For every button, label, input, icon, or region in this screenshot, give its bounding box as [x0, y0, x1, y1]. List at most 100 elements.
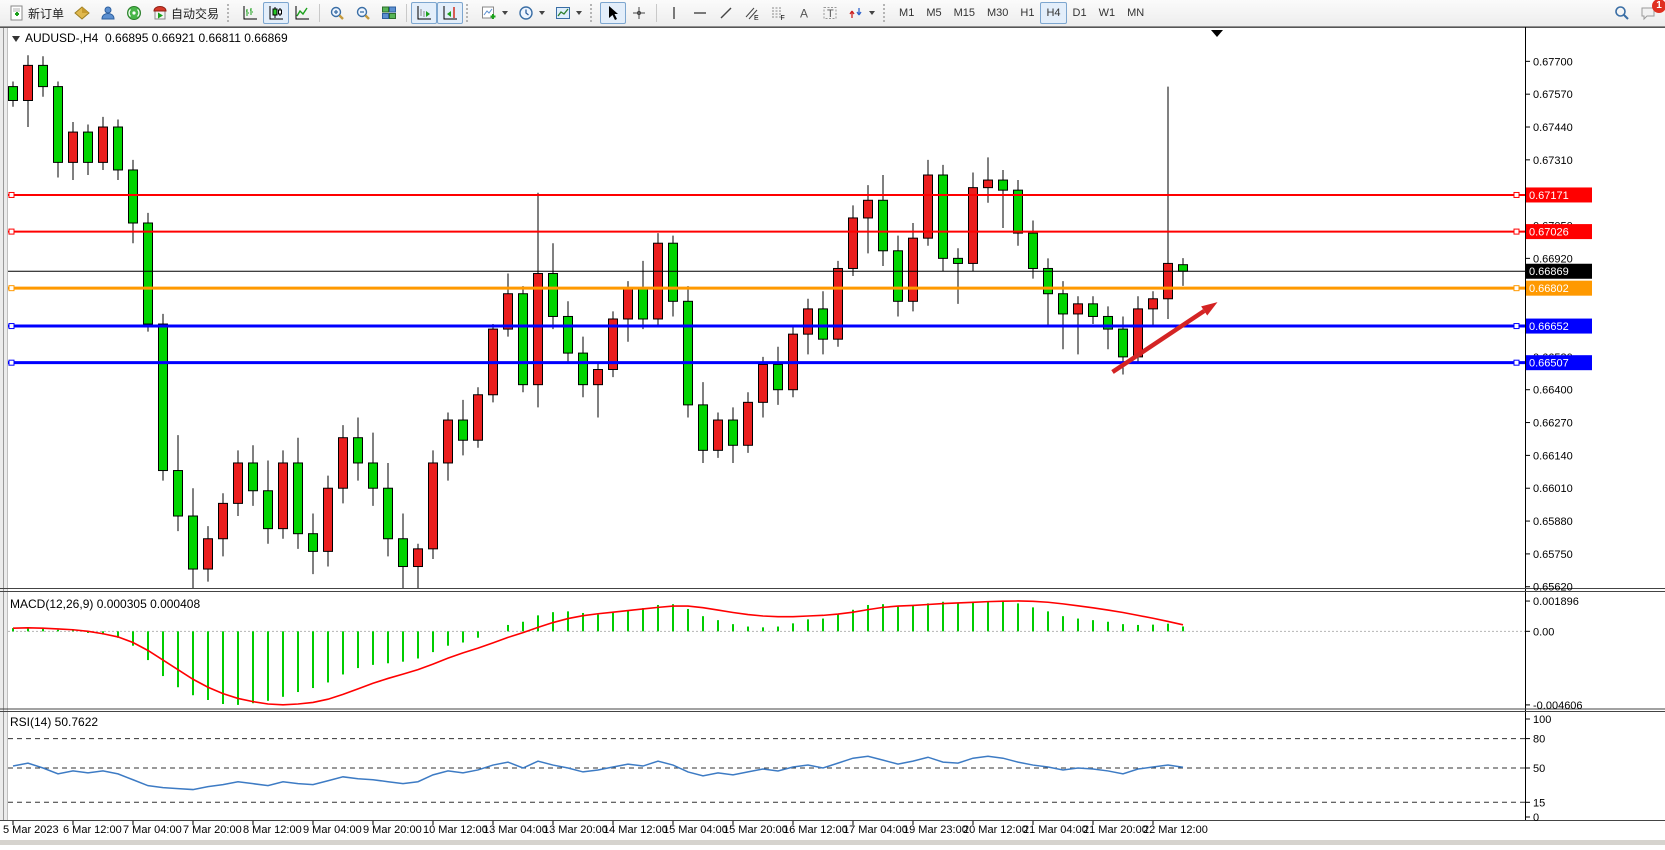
metaeditor-button[interactable] — [69, 2, 95, 24]
svg-text:21 Mar 04:00: 21 Mar 04:00 — [1023, 824, 1088, 836]
timeframe-h1-button[interactable]: H1 — [1020, 7, 1035, 19]
candle-up — [533, 192, 543, 408]
candle-up — [1163, 86, 1173, 319]
vertical-line-tool-button[interactable] — [661, 2, 687, 24]
candle-down — [53, 81, 63, 178]
toolbar-separator — [406, 4, 408, 22]
candle-up — [608, 311, 618, 378]
candle-up — [218, 493, 228, 557]
text-tool-button[interactable]: A — [791, 2, 817, 24]
horizontal-line-tool-button[interactable] — [687, 2, 713, 24]
chart-canvas[interactable]: 0.677000.675700.674400.673100.671800.670… — [0, 27, 1665, 845]
candlestick-chart-icon — [269, 6, 284, 20]
svg-text:0.67440: 0.67440 — [1533, 122, 1573, 134]
zoom-in-button[interactable] — [324, 2, 350, 24]
svg-text:22 Mar 12:00: 22 Mar 12:00 — [1143, 824, 1208, 836]
pane-splitter[interactable] — [0, 588, 1665, 592]
svg-text:80: 80 — [1533, 734, 1545, 746]
new-order-button[interactable]: 新订单 — [4, 2, 69, 24]
search-button[interactable] — [1609, 2, 1635, 24]
arrows-tool-button[interactable] — [843, 2, 880, 24]
cursor-icon — [609, 6, 619, 20]
tile-windows-icon — [382, 6, 397, 19]
candle-up — [428, 450, 438, 559]
timeframe-w1-button[interactable]: W1 — [1098, 7, 1116, 19]
horizontal-line[interactable]: 0.66652 — [8, 318, 1592, 334]
line-chart-button[interactable] — [289, 2, 315, 24]
candle-down — [698, 382, 708, 463]
candle-up — [968, 172, 978, 271]
tile-windows-button[interactable] — [376, 2, 402, 24]
timeframe-d1-button[interactable]: D1 — [1072, 7, 1087, 19]
timeframe-m5-button[interactable]: M5 — [926, 7, 942, 19]
price-tag: 0.67171 — [1526, 187, 1592, 203]
svg-text:0.67026: 0.67026 — [1529, 227, 1569, 239]
candle-up — [233, 450, 243, 517]
templates-button[interactable] — [550, 2, 587, 24]
candle-down — [383, 462, 393, 557]
arrows-icon — [849, 8, 862, 18]
candle-down — [158, 313, 168, 481]
text-label-tool-button[interactable]: T — [817, 2, 843, 24]
svg-text:7 Mar 04:00: 7 Mar 04:00 — [123, 824, 182, 836]
svg-text:0.66270: 0.66270 — [1533, 418, 1573, 430]
price-tag: 0.67026 — [1526, 224, 1592, 240]
price-tag: 0.66507 — [1526, 355, 1592, 371]
current-price-line[interactable]: 0.66869 — [8, 263, 1592, 279]
svg-text:0.66507: 0.66507 — [1529, 358, 1569, 370]
cursor-tool-button[interactable] — [600, 2, 627, 24]
pane-splitter[interactable] — [0, 708, 1665, 712]
time-axis[interactable]: 5 Mar 2023 6 Mar 12:00 7 Mar 04:00 7 Mar 20… — [3, 821, 1208, 836]
candlestick-chart-button[interactable] — [263, 2, 290, 24]
symbol-dropdown-icon[interactable] — [12, 36, 20, 42]
horizontal-line[interactable]: 0.67026 — [8, 224, 1592, 240]
horizontal-line[interactable]: 0.67171 — [8, 187, 1592, 203]
chart-dropdown-marker[interactable] — [1211, 30, 1223, 37]
timeframe-m15-button[interactable]: M15 — [953, 7, 975, 19]
hline-objects: 0.67171 0.67026 0.66869 0.66802 0.66652 0.665… — [8, 187, 1592, 371]
candles[interactable] — [8, 55, 1188, 604]
autotrading-button[interactable]: 自动交易 — [147, 2, 224, 24]
chart-shift-button[interactable] — [437, 2, 464, 24]
trendline-tool-button[interactable] — [713, 2, 739, 24]
candle-up — [863, 185, 873, 254]
fibonacci-tool-button[interactable]: F — [765, 2, 791, 24]
candle-down — [893, 235, 903, 317]
candle-down — [128, 159, 138, 244]
timeframe-h4-button[interactable]: H4 — [1040, 2, 1067, 24]
new-chart-button[interactable] — [476, 2, 513, 24]
timeframe-m1-button[interactable]: M1 — [899, 7, 915, 19]
svg-text:0.65620: 0.65620 — [1533, 582, 1573, 594]
candle-up — [473, 387, 483, 448]
broadcast-button[interactable] — [121, 2, 147, 24]
community-button[interactable] — [95, 2, 121, 24]
periods-button[interactable] — [513, 2, 550, 24]
candle-down — [308, 513, 318, 575]
trend-arrow[interactable] — [1111, 302, 1218, 374]
new-order-icon — [10, 5, 23, 21]
crosshair-tool-button[interactable] — [626, 2, 652, 24]
candle-down — [1088, 296, 1098, 325]
svg-text:0.65880: 0.65880 — [1533, 516, 1573, 528]
notifications-button[interactable]: 1 — [1635, 0, 1665, 24]
rsi-indicator-label: RSI(14) 50.7622 — [10, 715, 99, 729]
candle-down — [263, 460, 273, 544]
auto-scroll-button[interactable] — [411, 2, 438, 24]
svg-text:0.66010: 0.66010 — [1533, 483, 1573, 495]
bar-chart-icon — [243, 6, 258, 20]
candle-up — [323, 475, 333, 567]
equidistant-channel-tool-button[interactable]: E — [739, 2, 765, 24]
svg-text:0.66920: 0.66920 — [1533, 253, 1573, 265]
candle-down — [938, 164, 948, 271]
periods-clock-icon — [519, 6, 533, 20]
horizontal-line[interactable]: 0.66507 — [8, 355, 1592, 371]
candle-down — [728, 407, 738, 463]
bar-chart-button[interactable] — [237, 2, 263, 24]
candle-down — [248, 445, 258, 506]
zoom-out-button[interactable] — [350, 2, 376, 24]
zoom-out-icon — [356, 6, 370, 20]
timeframe-m30-button[interactable]: M30 — [987, 7, 1009, 19]
timeframe-mn-button[interactable]: MN — [1127, 7, 1145, 19]
svg-text:50: 50 — [1533, 763, 1545, 775]
horizontal-line[interactable]: 0.66802 — [8, 280, 1592, 296]
